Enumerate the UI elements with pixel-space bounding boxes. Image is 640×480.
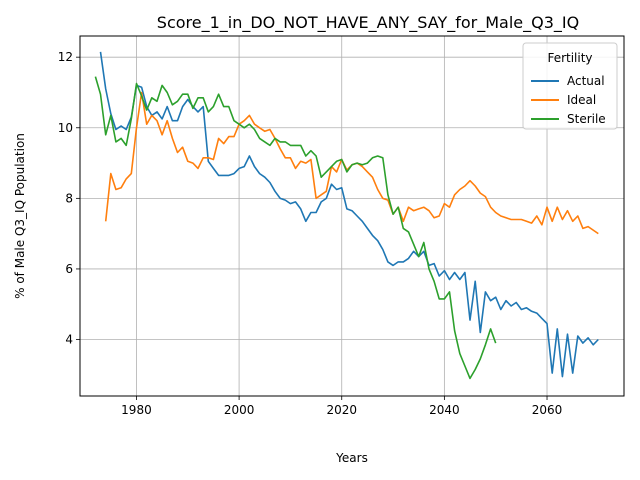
x-tick-label: 2000 — [224, 403, 255, 417]
plot-frame — [79, 35, 625, 397]
legend-label-ideal: Ideal — [567, 93, 596, 107]
legend: Fertility Actual Ideal Sterile — [522, 42, 618, 130]
y-axis-ticks: 4 6 8 10 12 — [58, 50, 80, 347]
y-tick-label: 12 — [58, 50, 73, 64]
legend-title: Fertility — [547, 51, 592, 65]
legend-box — [522, 42, 618, 130]
y-tick-label: 10 — [58, 121, 73, 135]
chart-title: Score_1_in_DO_NOT_HAVE_ANY_SAY_for_Male_… — [157, 13, 579, 33]
y-tick-label: 6 — [65, 262, 73, 276]
series-lines — [94, 51, 599, 380]
y-axis-label: % of Male Q3_IQ Population — [13, 133, 27, 299]
x-axis-label: Years — [335, 451, 368, 465]
y-tick-label: 8 — [65, 191, 73, 205]
x-tick-label: 2060 — [532, 403, 563, 417]
legend-label-actual: Actual — [567, 74, 605, 88]
series-line-actual — [99, 51, 599, 378]
legend-label-sterile: Sterile — [567, 112, 606, 126]
y-tick-label: 4 — [65, 333, 73, 347]
x-tick-label: 1980 — [121, 403, 152, 417]
x-tick-label: 2040 — [429, 403, 460, 417]
x-axis-ticks: 1980 2000 2020 2040 2060 — [121, 396, 562, 417]
x-tick-label: 2020 — [326, 403, 357, 417]
series-line-sterile — [94, 76, 497, 380]
